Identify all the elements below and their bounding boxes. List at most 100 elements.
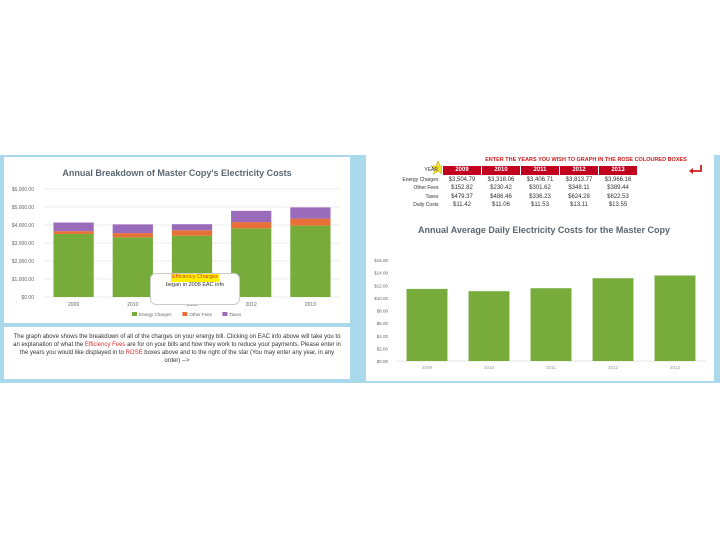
description-text-2: are for on your bills and how they work … — [19, 342, 341, 356]
bar-segment-other-fees — [290, 218, 331, 226]
legend-swatch — [182, 312, 188, 316]
x-tick-label: 2013 — [305, 302, 316, 308]
x-tick-label: 2011 — [546, 365, 556, 370]
bar-segment-energy-charges — [112, 237, 153, 297]
callout-highlight: Efficiency Charges — [171, 274, 219, 282]
bar-segment-taxes — [53, 222, 94, 232]
row-label: Daily Costs — [413, 202, 439, 209]
table-cell: $348.11 — [568, 185, 590, 192]
row-label: Taxes — [425, 193, 439, 200]
right-chart-title: Annual Average Daily Electricity Costs f… — [418, 225, 670, 235]
table-row: Other Fees $152.82 $230.42 $301.62 $348.… — [394, 184, 638, 193]
year-label: YEAR — [424, 167, 438, 174]
y-tick-label: $6,000.00 — [12, 187, 34, 193]
table-cell: $622.53 — [607, 193, 629, 200]
table-cell: $11.42 — [453, 202, 471, 209]
y-tick-label: $6.00 — [377, 321, 389, 326]
y-tick-label: $2.00 — [377, 346, 389, 351]
legend-label: Energy Charges — [139, 312, 172, 317]
legend-label: Other Fees — [189, 312, 212, 317]
table-cell: $3,813.77 — [565, 176, 593, 183]
bar-segment-taxes — [290, 207, 331, 219]
table-cell: $13.11 — [570, 202, 588, 209]
description-text-1: The graph above shows the breakdown of a… — [13, 334, 341, 348]
y-tick-label: $4,000.00 — [12, 223, 34, 229]
table-instruction: ENTER THE YEARS YOU WISH TO GRAPH IN THE… — [485, 157, 687, 163]
table-row: Taxes $479.37 $486.46 $336.23 $624.28 $6… — [394, 193, 638, 202]
description-highlight-rose: ROSE — [125, 350, 143, 356]
left-chart-title: Annual Breakdown of Master Copy's Electr… — [62, 168, 291, 178]
y-tick-label: $16.00 — [374, 258, 388, 263]
bar-segment-energy-charges — [290, 225, 331, 297]
x-tick-label: 2013 — [670, 365, 681, 370]
bar-segment-taxes — [231, 210, 272, 223]
table-cell: $13.55 — [608, 202, 628, 209]
x-tick-label: 2012 — [246, 302, 257, 308]
y-tick-label: $12.00 — [374, 283, 388, 288]
x-tick-label: 2009 — [422, 365, 433, 370]
bar-segment-energy-charges — [53, 233, 94, 297]
table-cell: $3,504.79 — [448, 176, 476, 183]
callout-text: began in 2008 EAC info — [165, 281, 225, 288]
table-cell: $336.23 — [529, 193, 551, 200]
y-tick-label: $3,000.00 — [12, 241, 34, 247]
description-text-3: boxes above and to the right of the star… — [144, 350, 335, 364]
table-cell: $3,406.71 — [526, 176, 554, 183]
return-arrow-icon — [689, 165, 702, 174]
x-tick-label: 2009 — [68, 302, 79, 308]
y-tick-label: $2,000.00 — [12, 259, 34, 265]
table-cell: $479.37 — [451, 193, 473, 200]
year-input[interactable]: 2013 — [598, 165, 638, 176]
bar-segment-other-fees — [112, 233, 153, 238]
x-tick-label: 2010 — [127, 302, 138, 308]
table-cell: $3,966.16 — [604, 176, 632, 183]
y-tick-label: $0.00 — [377, 359, 389, 364]
y-tick-label: $0.00 — [21, 295, 34, 301]
bar-segment-taxes — [171, 224, 213, 231]
daily-cost-bar — [468, 291, 510, 361]
x-tick-label: 2011 — [187, 302, 198, 308]
eac-info-callout[interactable]: Efficiency Charges began in 2008 EAC inf… — [150, 273, 240, 305]
legend-label: Taxes — [229, 312, 242, 317]
y-tick-label: $4.00 — [377, 334, 389, 339]
table-cell: $486.46 — [490, 193, 512, 200]
bar-segment-other-fees — [53, 231, 94, 234]
x-tick-label: 2010 — [484, 365, 495, 370]
legend-swatch — [132, 312, 137, 316]
y-tick-label: $5,000.00 — [12, 205, 34, 211]
bar-segment-taxes — [112, 224, 153, 234]
description-box: The graph above shows the breakdown of a… — [4, 327, 350, 379]
data-table: YEAR 2009 2010 2011 2012 2013 Energy Cha… — [394, 165, 638, 210]
table-cell: $11.53 — [531, 202, 549, 209]
y-tick-label: $10.00 — [374, 296, 388, 301]
right-panel: ENTER THE YEARS YOU WISH TO GRAPH IN THE… — [366, 155, 714, 381]
table-cell: $389.44 — [607, 185, 629, 192]
daily-cost-bar — [592, 278, 634, 361]
year-row: YEAR 2009 2010 2011 2012 2013 — [394, 165, 638, 176]
table-cell: $230.42 — [490, 185, 512, 192]
legend-swatch — [222, 312, 228, 316]
table-row: Energy Charges $3,504.79 $3,318.06 $3,40… — [394, 175, 638, 184]
left-chart-panel: Annual Breakdown of Master Copy's Electr… — [4, 157, 350, 323]
daily-cost-bar-chart: $0.00 $2.00 $4.00 $6.00 $8.00 $10.00 $12.00 $14… — [374, 258, 706, 370]
table-cell: $624.28 — [568, 193, 590, 200]
x-tick-label: 2012 — [608, 365, 619, 370]
y-tick-label: $14.00 — [374, 271, 388, 276]
table-cell: $301.62 — [529, 185, 551, 192]
daily-cost-bar — [530, 288, 572, 361]
table-cell: $11.06 — [492, 202, 510, 209]
row-label: Energy Charges — [402, 176, 439, 183]
y-tick-label: $8.00 — [377, 309, 389, 314]
y-tick-label: $1,000.00 — [12, 277, 34, 283]
table-cell: $152.82 — [451, 185, 473, 192]
bar-segment-other-fees — [171, 230, 213, 236]
daily-cost-bar — [406, 288, 448, 361]
table-cell: $3,318.06 — [487, 176, 515, 183]
stacked-bar-chart: Annual Breakdown of Master Copy's Electr… — [12, 168, 340, 317]
bar-segment-other-fees — [231, 222, 272, 229]
spreadsheet-background: Annual Breakdown of Master Copy's Electr… — [0, 155, 720, 383]
description-highlight: Efficiency Fees — [84, 342, 126, 348]
daily-cost-bar — [654, 275, 696, 361]
table-row: Daily Costs $11.42 $11.06 $11.53 $13.11 … — [394, 201, 638, 210]
row-label: Other Fees — [413, 185, 439, 192]
